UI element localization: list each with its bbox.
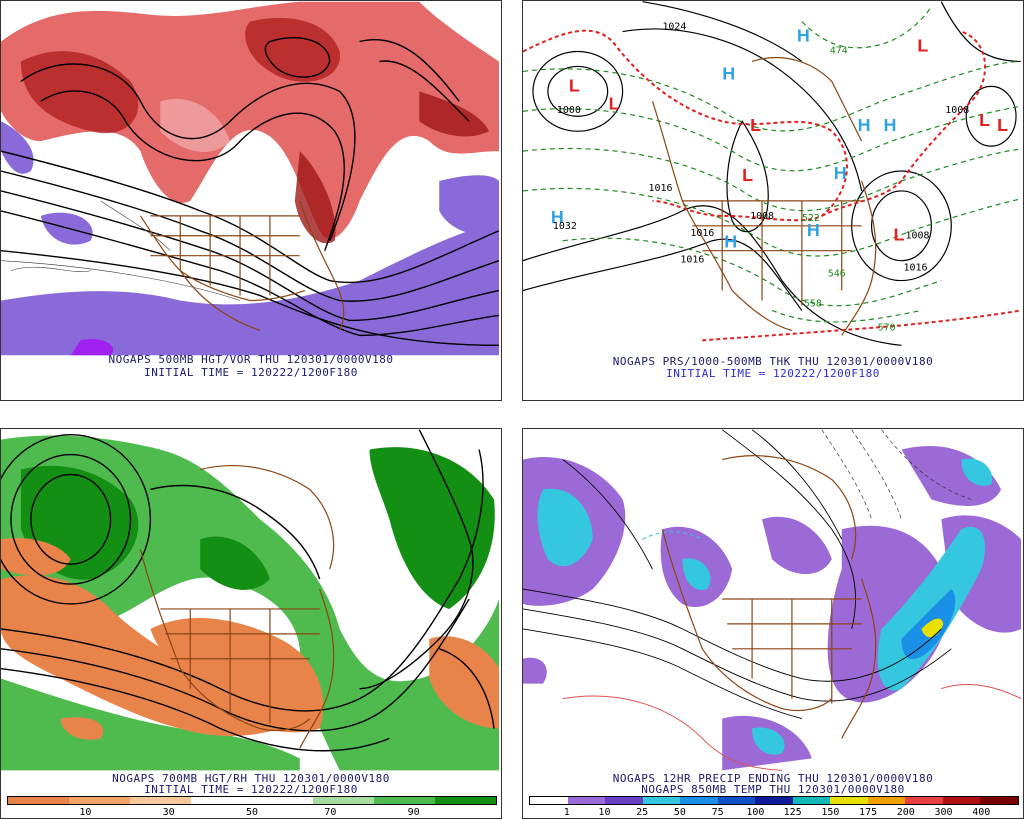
low-marker: L xyxy=(569,75,580,95)
low-marker: L xyxy=(609,93,620,113)
isobar-label: 1008 xyxy=(945,105,969,116)
low-marker: L xyxy=(894,225,905,245)
colorbar-tick: 50 xyxy=(673,807,686,818)
colorbar-tick: 125 xyxy=(783,807,802,818)
caption-pressure-line2: INITIAL TIME = 120222/1200F180 xyxy=(666,367,880,380)
colorbar-swatch xyxy=(980,797,1018,804)
high-marker: H xyxy=(724,232,737,252)
panel-500mb-height-vorticity: NOGAPS 500MB HGT/VOR THU 120301/0000V180… xyxy=(0,0,502,401)
colorbar-tick: 30 xyxy=(162,807,175,818)
isobar-label: 1016 xyxy=(680,255,704,266)
colorbar-tick: 175 xyxy=(859,807,878,818)
caption-700mb-line1: NOGAPS 700MB HGT/RH THU 120301/0000V180 xyxy=(112,772,390,785)
thickness-label: 558 xyxy=(804,298,822,309)
colorbar-swatch xyxy=(313,797,374,804)
colorbar-swatch xyxy=(191,797,252,804)
isobar-label: 1016 xyxy=(903,263,927,274)
precip-colorbar xyxy=(529,796,1019,805)
isobar-label: 1016 xyxy=(690,228,714,239)
thickness-label: 474 xyxy=(830,45,848,56)
low-marker: L xyxy=(997,115,1008,135)
colorbar-swatch xyxy=(867,797,906,804)
colorbar-tick: 300 xyxy=(934,807,953,818)
colorbar-swatch xyxy=(567,797,606,804)
low-marker: L xyxy=(917,35,928,55)
panel-precip-850mb-temp: NOGAPS 12HR PRECIP ENDING THU 120301/000… xyxy=(522,428,1024,819)
caption-precip-line2: NOGAPS 850MB TEMP THU 120301/0000V180 xyxy=(641,783,905,796)
colorbar-swatch xyxy=(252,797,313,804)
precip-colorbar-ticks: 1 10 25 50 75 100 125 150 175 200 300 40… xyxy=(529,807,1019,818)
isobar-label: 1016 xyxy=(648,183,672,194)
colorbar-swatch xyxy=(8,797,69,804)
colorbar-swatch xyxy=(374,797,435,804)
colorbar-swatch xyxy=(69,797,130,804)
colorbar-swatch xyxy=(605,797,643,804)
colorbar-tick: 150 xyxy=(821,807,840,818)
map-precip xyxy=(523,429,1023,771)
isobar-label: 1000 xyxy=(557,105,581,116)
colorbar-tick: 70 xyxy=(324,807,337,818)
colorbar-swatch xyxy=(717,797,756,804)
colorbar-swatch xyxy=(755,797,793,804)
colorbar-tick: 90 xyxy=(407,807,420,818)
caption-500mb-line1: NOGAPS 500MB HGT/VOR THU 120301/0000V180 xyxy=(108,353,394,366)
isobar-label: 1032 xyxy=(553,221,577,232)
high-marker: H xyxy=(722,63,735,83)
high-marker: H xyxy=(834,163,847,183)
caption-700mb-line2: INITIAL TIME = 120222/1200F180 xyxy=(144,783,358,796)
high-marker: H xyxy=(807,220,820,240)
colorbar-tick: 400 xyxy=(972,807,991,818)
colorbar-swatch xyxy=(905,797,943,804)
low-marker: L xyxy=(742,165,753,185)
colorbar-swatch xyxy=(942,797,981,804)
colorbar-swatch xyxy=(435,797,496,804)
colorbar-tick: 200 xyxy=(896,807,915,818)
thickness-label: 546 xyxy=(828,269,846,280)
map-500mb xyxy=(1,1,501,356)
isobar-label: 1024 xyxy=(662,22,686,33)
high-marker: H xyxy=(797,26,810,46)
thickness-label: 570 xyxy=(878,322,896,333)
rh-colorbar xyxy=(7,796,497,805)
colorbar-tick: 1 xyxy=(563,807,570,818)
panel-pressure-thickness: H H H H H H H H L L L L L L L L 1024 103… xyxy=(522,0,1024,401)
high-marker: H xyxy=(858,115,871,135)
thickness-label: 522 xyxy=(802,213,820,224)
colorbar-tick: 100 xyxy=(746,807,765,818)
low-marker: L xyxy=(979,110,990,130)
colorbar-tick: 50 xyxy=(245,807,259,818)
colorbar-tick: 75 xyxy=(711,807,724,818)
isobar-label: 1008 xyxy=(905,231,929,242)
colorbar-swatch xyxy=(830,797,868,804)
map-pressure: H H H H H H H H L L L L L L L L 1024 103… xyxy=(523,1,1023,351)
rh-colorbar-ticks: 10 30 50 70 90 xyxy=(7,807,497,818)
caption-pressure-line1: NOGAPS PRS/1000-500MB THK THU 120301/000… xyxy=(612,355,934,368)
colorbar-swatch xyxy=(642,797,681,804)
colorbar-tick: 25 xyxy=(636,807,649,818)
isobar-label: 1008 xyxy=(750,211,774,222)
map-700mb xyxy=(1,429,501,771)
colorbar-swatch xyxy=(530,797,568,804)
colorbar-swatch xyxy=(680,797,718,804)
caption-500mb-line2: INITIAL TIME = 120222/1200F180 xyxy=(144,366,358,379)
caption-precip-line1: NOGAPS 12HR PRECIP ENDING THU 120301/000… xyxy=(612,772,934,785)
colorbar-tick: 10 xyxy=(79,807,92,818)
colorbar-swatch xyxy=(130,797,191,804)
high-marker: H xyxy=(884,115,897,135)
high-marker: H xyxy=(551,207,564,227)
panel-700mb-height-rh: NOGAPS 700MB HGT/RH THU 120301/0000V180 … xyxy=(0,428,502,819)
low-marker: L xyxy=(750,115,761,135)
colorbar-tick: 10 xyxy=(598,807,611,818)
colorbar-swatch xyxy=(792,797,831,804)
